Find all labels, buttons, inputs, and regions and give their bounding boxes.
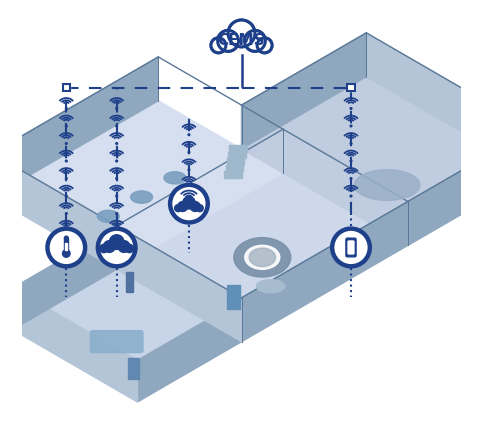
Circle shape <box>98 229 136 266</box>
Circle shape <box>116 213 117 215</box>
Circle shape <box>230 22 253 45</box>
Polygon shape <box>242 77 483 245</box>
Bar <box>228 152 246 158</box>
Circle shape <box>65 195 67 197</box>
Circle shape <box>188 204 190 206</box>
Bar <box>229 145 247 152</box>
Circle shape <box>65 143 67 145</box>
Circle shape <box>188 169 190 171</box>
Bar <box>226 165 243 171</box>
Circle shape <box>100 244 108 253</box>
Circle shape <box>188 152 190 153</box>
Ellipse shape <box>355 170 420 201</box>
Circle shape <box>47 229 85 266</box>
Circle shape <box>109 235 124 250</box>
Ellipse shape <box>249 248 275 266</box>
Circle shape <box>62 250 70 257</box>
Circle shape <box>332 229 370 266</box>
Circle shape <box>350 143 352 145</box>
Circle shape <box>170 185 208 223</box>
Ellipse shape <box>234 237 291 277</box>
Circle shape <box>218 31 239 51</box>
Circle shape <box>246 32 264 50</box>
Circle shape <box>65 230 67 232</box>
Circle shape <box>350 178 352 180</box>
Polygon shape <box>242 201 408 342</box>
Circle shape <box>244 31 265 51</box>
Bar <box>63 84 70 91</box>
Bar <box>64 238 68 251</box>
Bar <box>347 84 355 91</box>
Polygon shape <box>0 153 117 269</box>
FancyBboxPatch shape <box>348 241 354 254</box>
Polygon shape <box>408 129 483 245</box>
Circle shape <box>212 39 225 52</box>
Bar <box>478 144 483 165</box>
Circle shape <box>188 134 190 136</box>
FancyBboxPatch shape <box>346 238 356 257</box>
Polygon shape <box>366 33 483 173</box>
Circle shape <box>188 202 190 204</box>
Circle shape <box>196 205 203 212</box>
Ellipse shape <box>164 172 186 184</box>
Bar <box>63 84 70 91</box>
Polygon shape <box>138 300 242 402</box>
Circle shape <box>118 240 130 252</box>
Polygon shape <box>13 269 241 402</box>
Ellipse shape <box>245 245 280 269</box>
Circle shape <box>350 125 352 127</box>
Polygon shape <box>13 228 117 329</box>
Circle shape <box>65 213 67 215</box>
Circle shape <box>103 240 115 252</box>
Circle shape <box>125 244 134 253</box>
Bar <box>66 243 67 251</box>
Polygon shape <box>117 226 242 342</box>
Bar <box>126 272 133 292</box>
Circle shape <box>183 197 195 209</box>
Polygon shape <box>13 288 138 402</box>
Circle shape <box>350 195 352 197</box>
Ellipse shape <box>256 279 285 293</box>
Bar <box>227 158 244 165</box>
Circle shape <box>257 38 272 53</box>
Polygon shape <box>242 33 366 149</box>
Circle shape <box>219 32 237 50</box>
Circle shape <box>190 201 200 212</box>
Circle shape <box>188 187 190 188</box>
Circle shape <box>65 108 67 110</box>
Bar <box>227 285 240 309</box>
Circle shape <box>116 178 117 180</box>
Bar <box>347 84 355 91</box>
Circle shape <box>116 160 117 162</box>
Bar <box>225 171 242 178</box>
Ellipse shape <box>98 210 119 223</box>
Circle shape <box>65 160 67 162</box>
Circle shape <box>178 201 188 212</box>
Circle shape <box>228 20 255 47</box>
Circle shape <box>116 125 117 127</box>
Polygon shape <box>0 57 158 197</box>
Polygon shape <box>0 101 283 269</box>
Circle shape <box>211 38 226 53</box>
Circle shape <box>350 108 352 110</box>
Circle shape <box>65 125 67 127</box>
FancyBboxPatch shape <box>90 331 143 353</box>
Circle shape <box>65 178 67 180</box>
Ellipse shape <box>131 191 153 203</box>
Polygon shape <box>117 173 408 342</box>
Circle shape <box>116 143 117 145</box>
Circle shape <box>350 160 352 162</box>
Circle shape <box>64 236 68 240</box>
Circle shape <box>116 108 117 110</box>
Circle shape <box>116 230 117 232</box>
Polygon shape <box>242 77 408 173</box>
Circle shape <box>258 39 271 52</box>
Text: CEMS: CEMS <box>218 33 265 48</box>
Bar <box>128 358 139 379</box>
Circle shape <box>116 195 117 197</box>
Circle shape <box>175 205 182 212</box>
